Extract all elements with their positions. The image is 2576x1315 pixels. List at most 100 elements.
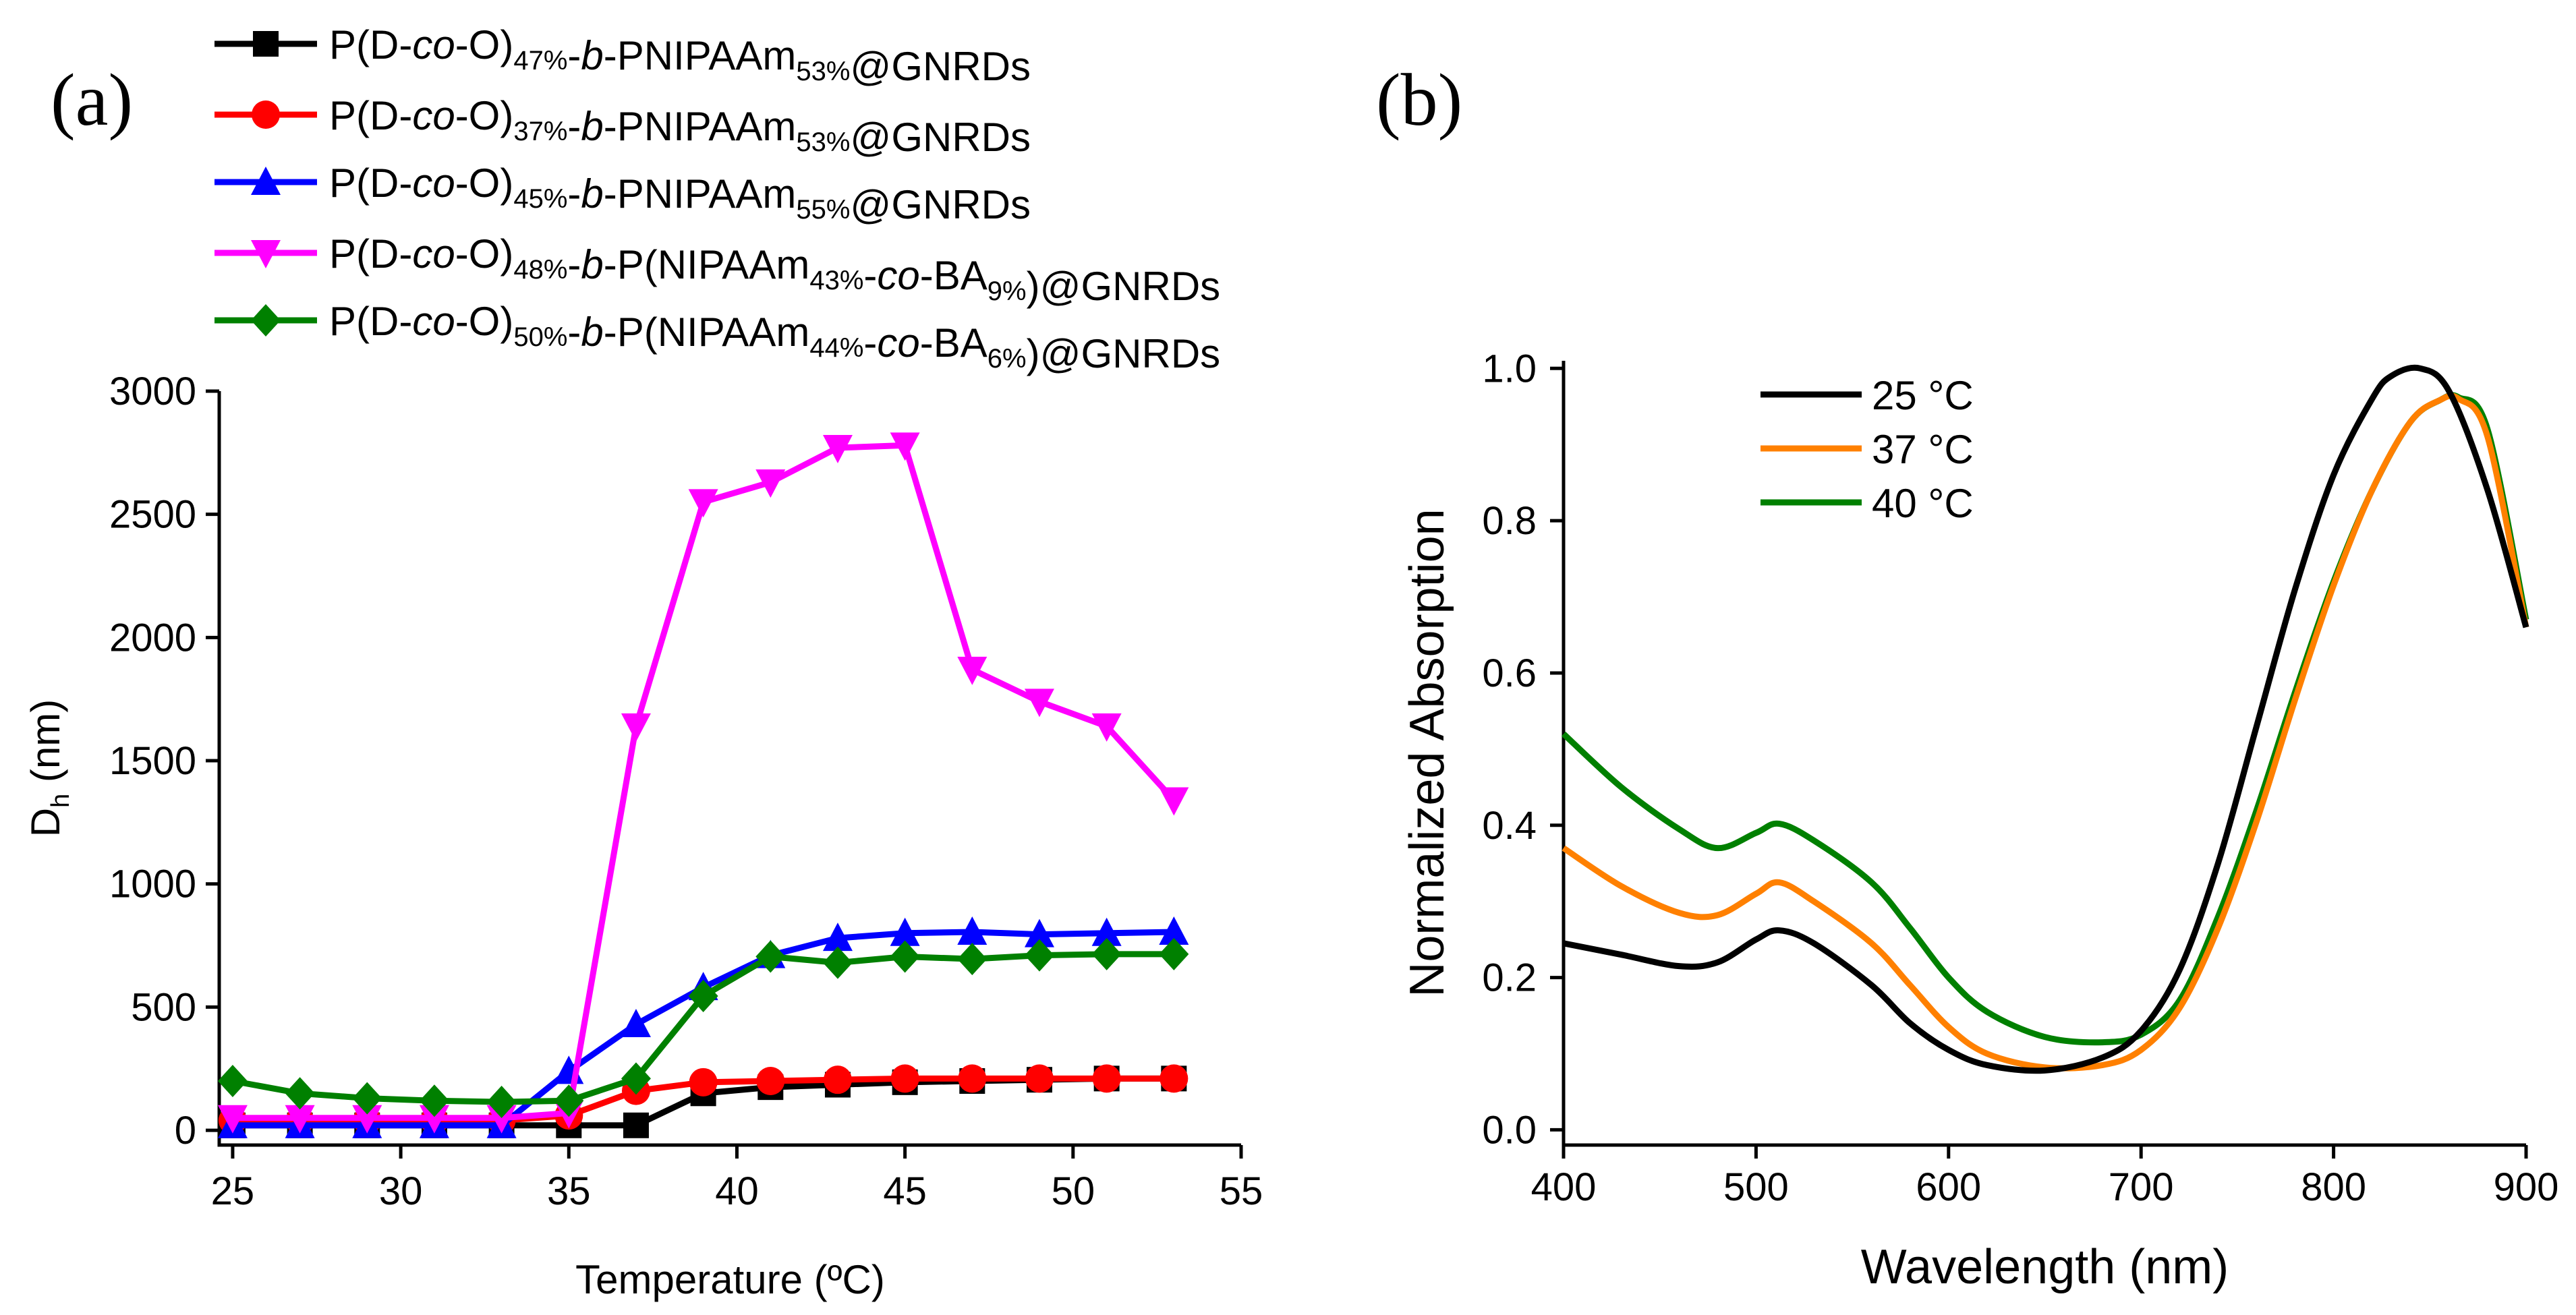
data-point	[285, 1077, 315, 1110]
legend-label: P(D-co-O)47%-b-PNIPAAm53%@GNRDs	[329, 22, 1031, 89]
data-point	[1024, 939, 1054, 972]
data-point	[1024, 918, 1054, 947]
panel-a-x-tick-label: 55	[1220, 1169, 1263, 1213]
panel-a-y-tick-label: 0	[175, 1109, 196, 1152]
panel-a-y-tick-label: 2500	[109, 493, 196, 537]
legend-b-entry-3: 40 °C	[1761, 481, 1974, 526]
panel-a-series-5	[217, 937, 1189, 1119]
data-point	[621, 1008, 651, 1037]
data-point	[890, 1064, 919, 1093]
legend-panel-a: P(D-co-O)47%-b-PNIPAAm53%@GNRDsP(D-co-O)…	[214, 22, 1220, 376]
panel-a-series-4	[217, 432, 1189, 1134]
panel-b-x-tick-label: 400	[1531, 1165, 1597, 1209]
data-point	[890, 917, 920, 946]
data-point	[621, 713, 651, 742]
legend-marker	[253, 31, 279, 57]
panel-a-axes	[217, 391, 1241, 1147]
panel-b-y-tick-label: 1.0	[1482, 347, 1537, 390]
panel-b-x-tick-label: 500	[1723, 1165, 1789, 1209]
panel-b-y-tick-label: 0.2	[1482, 956, 1537, 1000]
data-point	[689, 1068, 718, 1097]
data-point	[688, 489, 718, 518]
panel-b-series	[1561, 364, 2529, 1074]
data-point	[419, 1084, 449, 1117]
legend-entry-5: P(D-co-O)50%-b-P(NIPAAm44%-co-BA6%)@GNRD…	[214, 299, 1220, 376]
legend-label: 25 °C	[1872, 373, 1974, 418]
data-point	[419, 1105, 449, 1134]
panel-a-y-tick-label: 1000	[109, 863, 196, 906]
data-point	[958, 1064, 987, 1093]
panel-b-y-tick-label: 0.6	[1482, 651, 1537, 695]
legend-marker	[252, 100, 280, 129]
data-point	[1159, 937, 1189, 970]
data-point	[1091, 713, 1122, 742]
data-point	[822, 946, 853, 979]
data-point	[688, 979, 718, 1012]
panel-a-x-tick-label: 45	[883, 1169, 927, 1213]
legend-panel-b: 25 °C 37 °C 40 °C	[1761, 373, 1974, 526]
data-point	[1159, 916, 1189, 945]
data-point	[957, 943, 988, 976]
data-point	[822, 923, 853, 952]
legend-entry-2: P(D-co-O)37%-b-PNIPAAm53%@GNRDs	[214, 93, 1031, 160]
legend-b-entry-1: 25 °C	[1761, 373, 1974, 418]
data-point	[217, 1065, 248, 1098]
data-point	[1091, 917, 1122, 946]
panel-b-series-line-1	[1563, 364, 2529, 1074]
data-point	[755, 469, 786, 498]
panel-b-x-tick-label: 900	[2494, 1165, 2559, 1209]
data-point	[554, 1084, 584, 1117]
panel-a-x-tick-label: 35	[547, 1169, 591, 1213]
series-line	[232, 442, 1176, 1121]
panel-b-y-tick-label: 0.8	[1482, 499, 1537, 543]
panel-a-y-axis-label-sub: h	[47, 794, 75, 808]
panel-b-y-tick-label: 0.0	[1482, 1108, 1537, 1152]
legend-label: P(D-co-O)48%-b-P(NIPAAm43%-co-BA9%)@GNRD…	[329, 231, 1220, 309]
legend-marker	[251, 304, 281, 337]
panel-a-y-tick-label: 3000	[109, 370, 196, 413]
panel-a-x-axis-label: Temperature (ºC)	[575, 1257, 885, 1302]
panel-b-y-tick-label: 0.4	[1482, 804, 1537, 848]
legend-entry-3: P(D-co-O)45%-b-PNIPAAm55%@GNRDs	[214, 160, 1031, 227]
data-point	[822, 435, 853, 464]
legend-label: P(D-co-O)45%-b-PNIPAAm55%@GNRDs	[329, 160, 1031, 227]
chart-panel-a: (a) P(D-co-O)47%-b-PNIPAAm53%@GNRDsP(D-c…	[23, 22, 1263, 1302]
panel-a-y-tick-label: 500	[131, 985, 196, 1029]
panel-b-series-line-2	[1562, 392, 2529, 1072]
legend-label: P(D-co-O)37%-b-PNIPAAm53%@GNRDs	[329, 93, 1031, 160]
panel-a-x-tick-label: 30	[379, 1169, 423, 1213]
panel-a-series	[217, 432, 1189, 1138]
data-point	[957, 916, 988, 945]
panel-a-x-tick-label: 25	[211, 1169, 255, 1213]
data-point	[890, 940, 920, 973]
data-point	[1024, 689, 1054, 718]
panel-b-x-tick-label: 700	[2109, 1165, 2174, 1209]
legend-entry-4: P(D-co-O)48%-b-P(NIPAAm43%-co-BA9%)@GNRD…	[214, 231, 1220, 309]
legend-entry-1: P(D-co-O)47%-b-PNIPAAm53%@GNRDs	[214, 22, 1031, 89]
panel-b-label: (b)	[1376, 59, 1462, 141]
data-point	[1091, 937, 1122, 970]
panel-b-axes	[1562, 361, 2526, 1147]
data-point	[623, 1112, 649, 1138]
panel-a-label: (a)	[51, 59, 133, 141]
data-point	[1159, 787, 1189, 816]
legend-b-entry-2: 37 °C	[1761, 427, 1974, 472]
data-point	[217, 1105, 248, 1134]
data-point	[486, 1086, 517, 1119]
panel-b-x-axis-label: Wavelength (nm)	[1861, 1240, 2229, 1294]
data-point	[1160, 1064, 1189, 1093]
legend-marker	[251, 240, 281, 268]
data-point	[352, 1082, 382, 1115]
panel-b-ticks: 400 500 600 700 800 900 0.0 0.2 0.4 0.6 0.8 1.0	[1482, 347, 2558, 1209]
data-point	[352, 1105, 382, 1134]
chart-panel-b: (b) 400 500 600 700 800 900 0.0 0.2 0.4 0.6 0.8 1.0…	[1376, 59, 2558, 1294]
panel-a-y-axis-label-unit: (nm)	[23, 699, 68, 794]
data-point	[621, 1062, 651, 1095]
panel-b-x-tick-label: 600	[1916, 1165, 1981, 1209]
panel-a-y-tick-label: 1500	[109, 739, 196, 783]
panel-a-x-tick-label: 50	[1052, 1169, 1095, 1213]
data-point	[756, 1067, 785, 1096]
data-point	[755, 940, 786, 973]
panel-a-ticks: 25 30 35 40 45 50 55 0 500 1000 1500 2000 2500 3000	[109, 370, 1263, 1213]
